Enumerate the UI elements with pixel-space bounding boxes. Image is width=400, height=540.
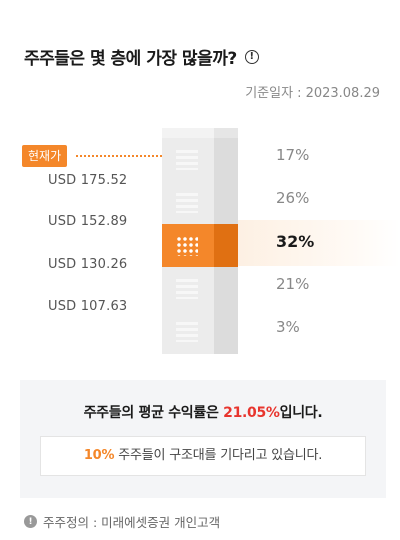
- reference-date-label: 기준일자 :: [245, 86, 302, 101]
- building-floor-5: [162, 310, 238, 354]
- summary-box: 주주들의 평균 수익률은 21.05%입니다. 10% 주주들이 구조대를 기다…: [20, 380, 386, 498]
- window-icon: [176, 150, 198, 170]
- price-level: USD 107.63: [48, 299, 128, 314]
- building-floor-4: [162, 267, 238, 311]
- building-floor-1: [162, 138, 238, 182]
- rescue-waiting-label: 주주들이 구조대를 기다리고 있습니다.: [114, 448, 323, 463]
- floor-percent-active: 32%: [276, 232, 315, 251]
- rescue-waiting-value: 10%: [83, 448, 115, 463]
- price-level: USD 152.89: [48, 214, 128, 229]
- floor-percent: 26%: [276, 189, 310, 207]
- average-return-value: 21.05%: [223, 405, 280, 421]
- average-return-prefix: 주주들의 평균 수익률은: [83, 405, 224, 421]
- info-circle-icon: !: [24, 515, 37, 528]
- info-circle-icon[interactable]: !: [244, 49, 259, 64]
- price-level: USD 175.52: [48, 173, 128, 188]
- building-graphic: [162, 128, 238, 354]
- building-roof: [162, 128, 238, 138]
- page-title: 주주들은 몇 층에 가장 많을까?: [24, 49, 237, 69]
- average-return-text: 주주들의 평균 수익률은 21.05%입니다.: [20, 402, 386, 422]
- active-floor-highlight: [238, 220, 400, 266]
- footnote: ! 주주정의 : 미래에셋증권 개인고객: [24, 512, 220, 531]
- floor-percent: 17%: [276, 146, 310, 164]
- rescue-waiting-text: 10% 주주들이 구조대를 기다리고 있습니다.: [40, 436, 366, 476]
- window-icon: [176, 279, 198, 299]
- price-level: USD 130.26: [48, 257, 128, 272]
- window-icon: [176, 193, 198, 213]
- floor-percent: 3%: [276, 318, 300, 336]
- reference-date: 기준일자 :2023.08.29: [245, 82, 384, 101]
- window-icon: [176, 322, 198, 342]
- building-floor-2: [162, 181, 238, 225]
- reference-date-value: 2023.08.29: [305, 86, 380, 101]
- building-floor-3-active: [162, 224, 238, 268]
- average-return-suffix: 입니다.: [279, 405, 323, 421]
- floor-percent: 21%: [276, 275, 310, 293]
- window-icon: [176, 236, 198, 256]
- current-price-dotted-line: [76, 155, 162, 157]
- title-row: 주주들은 몇 층에 가장 많을까? !: [24, 44, 259, 69]
- footnote-text: 주주정의 : 미래에셋증권 개인고객: [43, 515, 221, 530]
- current-price-badge: 현재가: [22, 145, 68, 167]
